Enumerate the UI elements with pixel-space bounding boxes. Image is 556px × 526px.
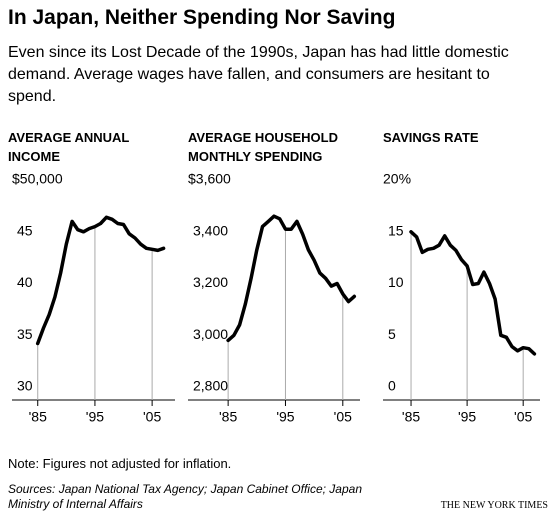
chart-title: AVERAGE HOUSEHOLD MONTHLY SPENDING [188, 130, 338, 164]
line [35, 215, 166, 346]
title: In Japan, Neither Spending Nor Saving [8, 6, 396, 29]
chart-title: SAVINGS RATE [383, 130, 479, 145]
x-tick-label: '95 [86, 409, 104, 425]
x-tick-label: '05 [143, 409, 161, 425]
note: Note: Figures not adjusted for inflation… [8, 456, 232, 471]
subtitle: Even since its Lost Decade of the 1990s,… [8, 44, 509, 105]
y-tick-label: 40 [17, 274, 33, 290]
credit: THE NEW YORK TIMES [440, 500, 548, 511]
y-tick-label: 10 [388, 274, 404, 290]
y-tick-label: 20% [383, 171, 411, 187]
line [226, 214, 357, 343]
y-tick-label: 45 [17, 222, 33, 238]
x-tick-label: '85 [402, 409, 420, 425]
y-tick-label: 30 [17, 378, 33, 394]
y-tick-label: 3,000 [193, 326, 228, 342]
x-tick-label: '95 [458, 409, 476, 425]
y-tick-label: $50,000 [12, 171, 63, 187]
sources: Sources: Japan National Tax Agency; Japa… [8, 482, 362, 511]
x-tick-label: '05 [334, 409, 352, 425]
chart-title: AVERAGE ANNUAL INCOME [8, 130, 130, 164]
y-tick-label: 35 [17, 326, 33, 342]
x-tick-label: '85 [29, 409, 47, 425]
x-tick-label: '95 [276, 409, 294, 425]
line [409, 230, 537, 356]
y-tick-label: $3,600 [188, 171, 231, 187]
y-tick-label: 3,200 [193, 274, 228, 290]
y-tick-label: 15 [388, 222, 404, 238]
y-tick-label: 3,400 [193, 222, 228, 238]
y-tick-label: 5 [388, 326, 396, 342]
y-tick-label: 2,800 [193, 378, 228, 394]
y-tick-label: 0 [388, 378, 396, 394]
x-tick-label: '85 [219, 409, 237, 425]
x-tick-label: '05 [514, 409, 532, 425]
